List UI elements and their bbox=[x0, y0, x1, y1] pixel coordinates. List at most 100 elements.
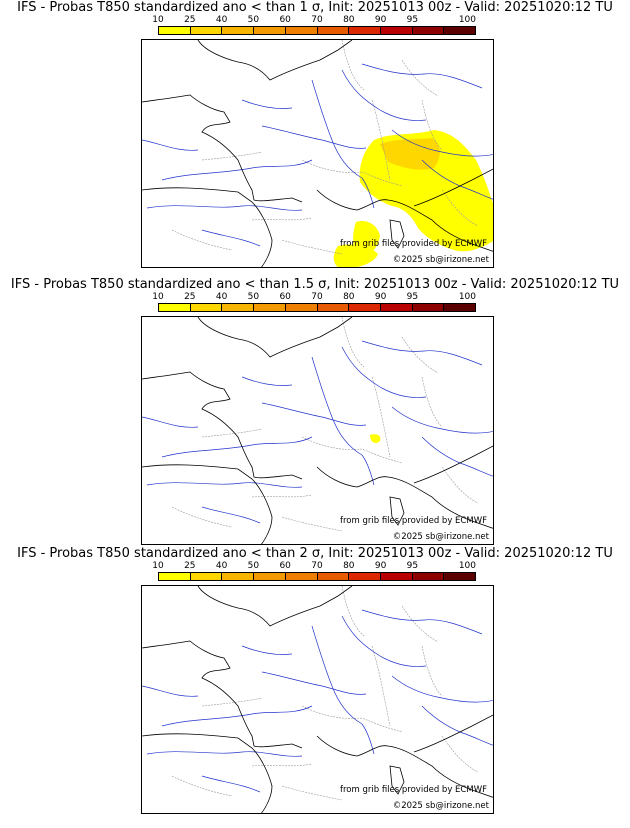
probability-area bbox=[380, 138, 440, 170]
coastline bbox=[316, 735, 493, 798]
colorbar-swatch bbox=[254, 573, 286, 580]
probability-panel-3: IFS - Probas T850 standardized ano < tha… bbox=[0, 546, 630, 816]
river-line bbox=[311, 79, 375, 209]
colorbar-swatch bbox=[317, 573, 350, 580]
colorbar-swatch bbox=[254, 304, 286, 311]
admin-border bbox=[401, 59, 439, 97]
admin-border bbox=[341, 40, 365, 91]
colorbar-swatch bbox=[190, 27, 223, 34]
admin-border bbox=[251, 763, 313, 767]
colorbar-swatch bbox=[222, 27, 255, 34]
colorbar-tick-label: 80 bbox=[343, 561, 355, 571]
map-frame: from grib files provided by ECMWF ©2025 … bbox=[141, 585, 494, 814]
copyright-label: ©2025 sb@irizone.net bbox=[392, 532, 489, 542]
admin-border bbox=[421, 645, 443, 697]
coastline bbox=[413, 714, 493, 753]
colorbar-swatch bbox=[222, 304, 255, 311]
colorbar-labels: 10 25 40 50 60 70 80 90 95 100 bbox=[152, 292, 476, 302]
colorbar-tick-label: 70 bbox=[311, 15, 323, 25]
coastline bbox=[389, 496, 405, 526]
coastline bbox=[142, 733, 273, 813]
colorbar-tick-label: 90 bbox=[374, 15, 387, 25]
river-line bbox=[146, 482, 303, 488]
colorbar-swatch bbox=[444, 573, 476, 580]
colorbar-swatch bbox=[190, 573, 223, 580]
coastline bbox=[389, 765, 405, 795]
map-frame: from grib files provided by ECMWF ©2025 … bbox=[141, 316, 494, 545]
map-frame: from grib files provided by ECMWF ©2025 … bbox=[141, 39, 494, 268]
river-line bbox=[421, 705, 493, 746]
colorbar-swatch bbox=[349, 304, 381, 311]
colorbar-tick-label: 25 bbox=[184, 561, 196, 571]
coastline bbox=[389, 219, 405, 249]
river-line bbox=[142, 685, 199, 697]
river-line bbox=[391, 129, 493, 157]
admin-border bbox=[441, 735, 479, 773]
colorbar-labels: 10 25 40 50 60 70 80 90 95 100 bbox=[152, 15, 476, 25]
panel-title: IFS - Probas T850 standardized ano < tha… bbox=[10, 277, 620, 292]
river-line bbox=[311, 356, 375, 486]
river-line bbox=[241, 645, 293, 655]
river-line bbox=[241, 99, 293, 109]
admin-border bbox=[251, 217, 313, 221]
colorbar-swatch bbox=[412, 304, 445, 311]
river-line bbox=[146, 751, 303, 757]
river-line bbox=[361, 609, 483, 635]
colorbar-tick-label: 25 bbox=[184, 15, 196, 25]
river-line bbox=[391, 675, 493, 703]
colorbar-swatch bbox=[349, 573, 381, 580]
river-line bbox=[142, 416, 199, 428]
colorbar-swatch bbox=[159, 304, 191, 311]
europe-map bbox=[142, 40, 493, 267]
admin-border bbox=[201, 151, 263, 161]
river-line bbox=[146, 205, 303, 211]
colorbar-tick-label: 80 bbox=[343, 292, 355, 302]
admin-border bbox=[281, 239, 343, 255]
colorbar bbox=[158, 303, 476, 312]
admin-border bbox=[171, 775, 233, 797]
panel-title: IFS - Probas T850 standardized ano < tha… bbox=[17, 0, 613, 15]
source-credit: from grib files provided by ECMWF bbox=[340, 516, 487, 526]
colorbar-swatch bbox=[285, 27, 318, 34]
river-line bbox=[261, 125, 367, 149]
colorbar-swatch bbox=[380, 27, 413, 34]
river-line bbox=[161, 705, 313, 727]
coastline bbox=[413, 168, 493, 207]
colorbar-tick-label: 25 bbox=[184, 292, 196, 302]
admin-border bbox=[371, 376, 391, 458]
colorbar-tick-label: 95 bbox=[406, 561, 419, 571]
colorbar-swatch bbox=[380, 573, 413, 580]
colorbar-tick-label: 60 bbox=[279, 292, 291, 302]
colorbar bbox=[158, 26, 476, 35]
colorbar-swatch bbox=[444, 304, 476, 311]
river-line bbox=[341, 346, 427, 398]
coastline bbox=[142, 464, 273, 544]
admin-border bbox=[251, 494, 313, 498]
admin-border bbox=[401, 336, 439, 374]
river-line bbox=[161, 436, 313, 458]
coastline bbox=[142, 640, 303, 749]
river-line bbox=[341, 69, 427, 121]
colorbar-tick-label: 80 bbox=[343, 15, 355, 25]
colorbar-swatch bbox=[412, 27, 445, 34]
river-line bbox=[241, 376, 293, 386]
colorbar-tick-label: 90 bbox=[374, 292, 387, 302]
colorbar-tick-label: 50 bbox=[247, 561, 260, 571]
admin-border bbox=[301, 436, 403, 464]
copyright-label: ©2025 sb@irizone.net bbox=[392, 255, 489, 265]
probability-panel-2: IFS - Probas T850 standardized ano < tha… bbox=[0, 277, 630, 547]
river-line bbox=[261, 402, 367, 426]
coastline bbox=[413, 445, 493, 484]
river-line bbox=[361, 63, 483, 89]
river-line bbox=[201, 775, 261, 793]
colorbar-tick-label: 100 bbox=[458, 15, 476, 25]
admin-border bbox=[441, 466, 479, 504]
colorbar-tick-label: 70 bbox=[311, 561, 323, 571]
coastline bbox=[316, 466, 493, 529]
colorbar-swatch bbox=[317, 27, 350, 34]
coastline bbox=[142, 371, 303, 480]
coastline bbox=[197, 40, 353, 81]
colorbar-swatch bbox=[412, 573, 445, 580]
colorbar-swatch bbox=[380, 304, 413, 311]
river-line bbox=[311, 625, 375, 755]
